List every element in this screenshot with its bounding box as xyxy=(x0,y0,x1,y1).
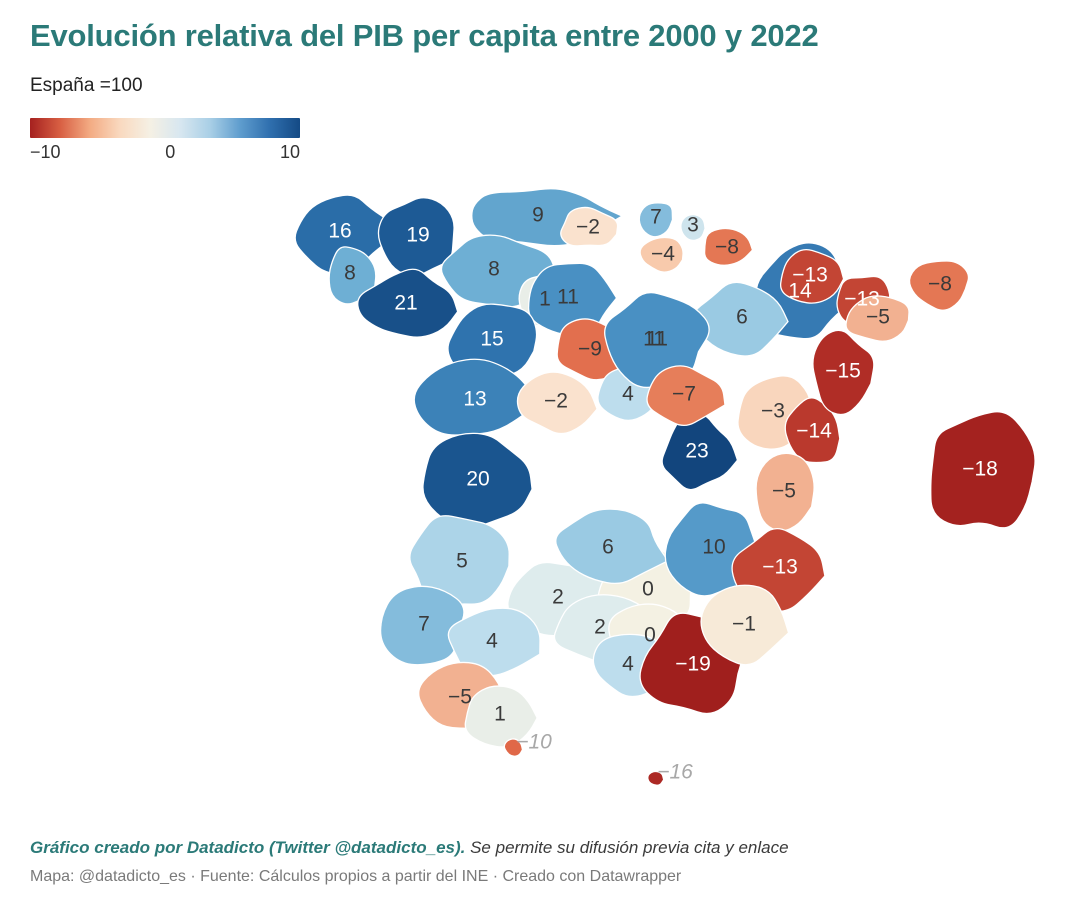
svg-text:−13: −13 xyxy=(792,264,828,287)
svg-text:4: 4 xyxy=(486,630,498,653)
svg-text:13: 13 xyxy=(463,388,486,411)
svg-text:−1: −1 xyxy=(732,613,756,636)
svg-text:8: 8 xyxy=(488,258,500,281)
svg-text:−10: −10 xyxy=(516,731,552,754)
svg-text:−5: −5 xyxy=(772,480,796,503)
svg-text:−2: −2 xyxy=(576,216,600,239)
svg-text:1: 1 xyxy=(539,288,551,311)
svg-text:7: 7 xyxy=(418,613,430,636)
svg-text:19: 19 xyxy=(406,224,429,247)
svg-text:−7: −7 xyxy=(672,383,696,406)
svg-text:−14: −14 xyxy=(796,420,832,443)
svg-text:−13: −13 xyxy=(762,556,798,579)
svg-text:−3: −3 xyxy=(761,400,785,423)
svg-text:6: 6 xyxy=(736,306,748,329)
svg-text:0: 0 xyxy=(642,578,654,601)
svg-text:16: 16 xyxy=(328,220,351,243)
svg-text:4: 4 xyxy=(622,653,634,676)
svg-text:−8: −8 xyxy=(715,236,739,259)
svg-text:−18: −18 xyxy=(962,458,998,481)
svg-text:10: 10 xyxy=(702,536,725,559)
svg-text:−9: −9 xyxy=(578,338,602,361)
svg-text:5: 5 xyxy=(456,550,468,573)
svg-text:9: 9 xyxy=(532,204,544,227)
svg-text:2: 2 xyxy=(594,616,606,639)
svg-text:−8: −8 xyxy=(928,273,952,296)
svg-text:15: 15 xyxy=(480,328,503,351)
svg-text:3: 3 xyxy=(687,214,699,237)
svg-text:7: 7 xyxy=(650,206,662,229)
svg-text:−19: −19 xyxy=(675,653,711,676)
svg-text:1: 1 xyxy=(494,703,506,726)
svg-text:2: 2 xyxy=(552,586,564,609)
svg-text:−5: −5 xyxy=(448,686,472,709)
svg-text:8: 8 xyxy=(344,262,356,285)
svg-text:11: 11 xyxy=(557,286,579,309)
svg-text:23: 23 xyxy=(685,440,708,463)
svg-text:0: 0 xyxy=(644,624,656,647)
svg-text:4: 4 xyxy=(622,383,634,406)
svg-text:−2: −2 xyxy=(544,390,568,413)
svg-text:−5: −5 xyxy=(866,306,890,329)
svg-text:21: 21 xyxy=(394,292,417,315)
svg-text:−16: −16 xyxy=(657,761,693,784)
svg-text:−15: −15 xyxy=(825,360,861,383)
svg-text:6: 6 xyxy=(602,536,614,559)
svg-text:20: 20 xyxy=(466,468,489,491)
svg-text:−4: −4 xyxy=(651,243,675,266)
svg-text:11: 11 xyxy=(646,328,668,351)
